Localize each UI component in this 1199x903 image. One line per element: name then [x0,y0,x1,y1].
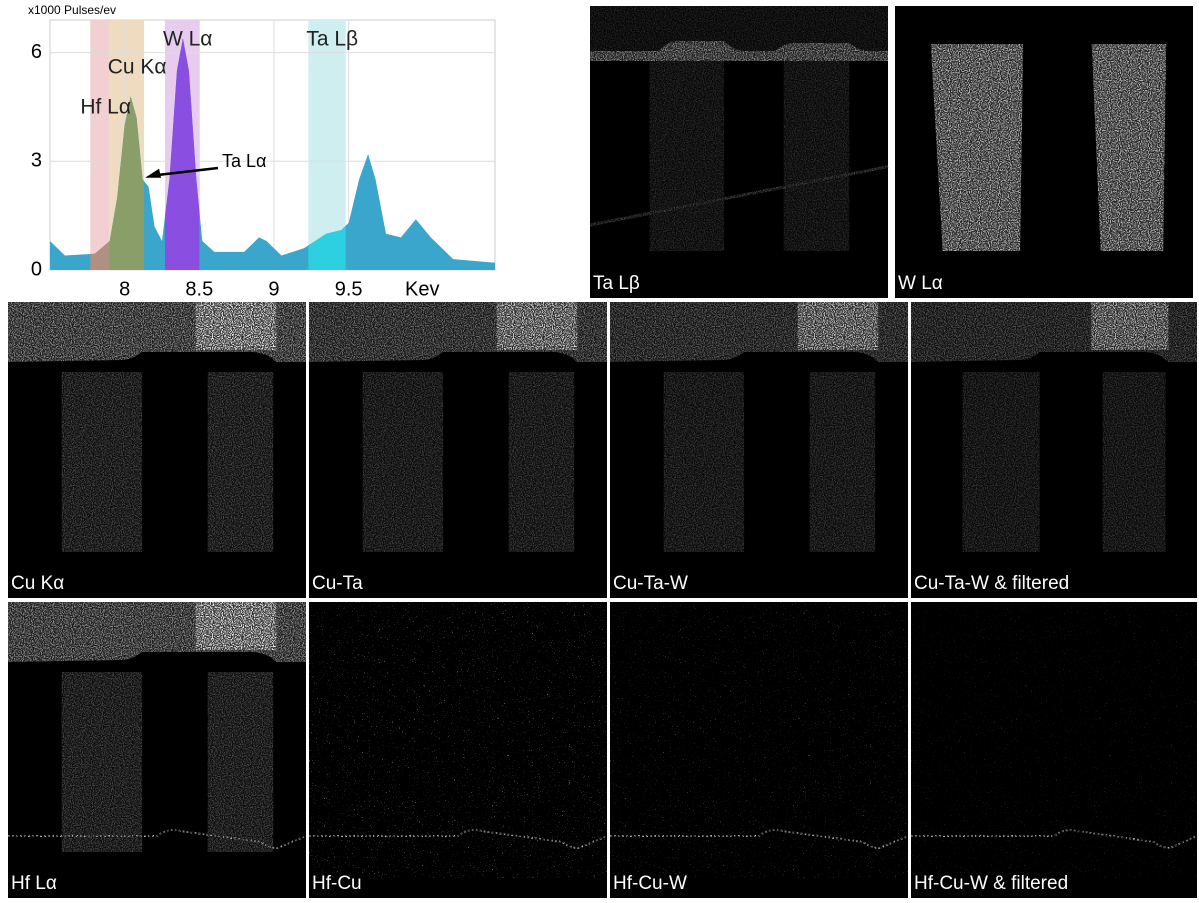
band [308,20,346,270]
annotation-arrow [150,166,219,178]
band [90,20,110,270]
band-peak [308,225,346,270]
y-tick-label: 0 [31,258,42,280]
panel-label: Cu-Ta-W [613,573,688,594]
map-panel: Cu-Ta-W & filtered [911,302,1197,598]
grain [590,6,888,298]
grain [8,602,306,898]
map-panel: Hf-Cu-W & filtered [911,602,1198,898]
band-label: Ta Lβ [306,28,358,51]
x-axis-label: Kev [405,278,439,300]
grain [309,602,607,898]
x-tick-label: 9.5 [335,278,363,300]
panel-label: Cu Kα [11,573,64,594]
panel-label: W Lα [898,273,943,294]
panel-label: Hf-Cu-W [613,873,687,894]
grain [895,6,1193,298]
x-tick-label: 9 [268,278,279,300]
annotation: Ta Lα [222,151,266,171]
band-label: Cu Kα [108,56,167,79]
map-panel: W Lα [895,6,1193,298]
band-label: W Lα [163,28,212,51]
map-panel: Hf Lα [8,602,307,898]
y-tick-label: 3 [31,150,42,172]
y-axis-label: x1000 Pulses/ev [28,3,116,17]
map-panel: Ta Lβ [589,6,889,298]
band-peak [90,241,110,270]
panel-label: Cu-Ta [312,573,363,594]
grain [309,302,607,598]
map-panel: Cu Kα [8,302,306,598]
x-tick-label: 8.5 [185,278,213,300]
panel-label: Ta Lβ [593,273,640,294]
band-label: Hf Lα [80,96,131,119]
band-peak [109,96,145,270]
map-panel: Hf-Cu [309,602,608,898]
grain [610,602,908,898]
panel-label: Hf-Cu [312,873,362,894]
y-tick-label: 6 [31,41,42,63]
grain [8,302,306,598]
x-tick-label: 8 [119,278,130,300]
map-panel: Cu-Ta-W [610,302,908,598]
grain [911,302,1197,598]
panel-label: Hf Lα [11,873,57,894]
grain [911,602,1197,898]
grain [610,302,908,598]
band-peak [164,38,200,270]
panel-label: Hf-Cu-W & filtered [914,873,1068,894]
map-panel: Cu-Ta [309,302,607,598]
map-panel: Hf-Cu-W [610,602,909,898]
arrow-head [145,168,162,178]
panel-label: Cu-Ta-W & filtered [914,573,1069,594]
